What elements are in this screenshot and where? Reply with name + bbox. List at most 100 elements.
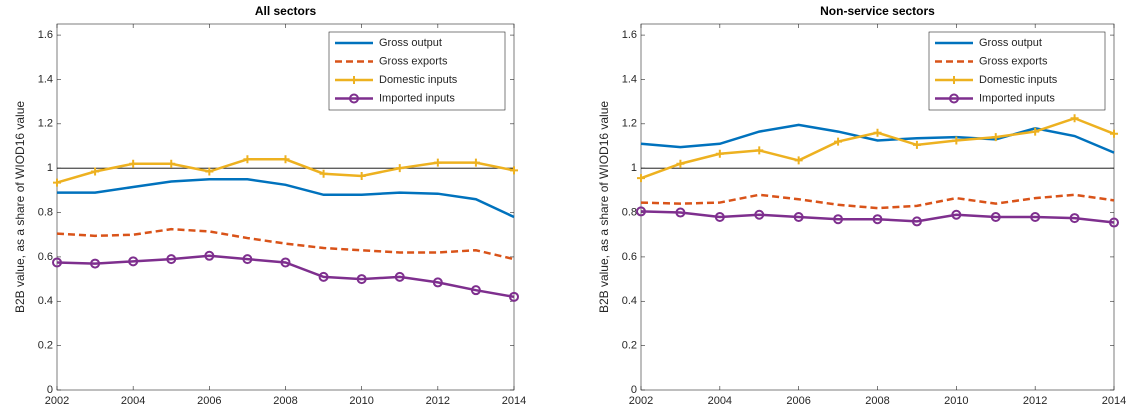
- y-tick-label: 0.6: [622, 251, 637, 263]
- point-marker: [755, 146, 764, 155]
- point-marker: [952, 136, 961, 145]
- point-marker: [510, 166, 518, 175]
- legend-label: Gross output: [379, 37, 442, 49]
- legend-label: Domestic inputs: [379, 74, 458, 86]
- legend-label: Gross exports: [979, 55, 1048, 67]
- chart-title: All sectors: [255, 4, 317, 18]
- point-marker: [432, 277, 443, 288]
- legend-label: Imported inputs: [979, 92, 1055, 104]
- series-line: [56, 254, 515, 299]
- point-marker: [280, 257, 291, 268]
- legend-label: Domestic inputs: [979, 74, 1058, 86]
- point-marker: [470, 285, 481, 296]
- y-tick-label: 1.6: [38, 29, 53, 41]
- point-marker: [991, 133, 1000, 142]
- y-tick-label: 1: [631, 162, 637, 174]
- y-tick-label: 0.4: [622, 295, 637, 307]
- y-tick-label: 0.2: [38, 340, 53, 352]
- point-marker: [715, 149, 724, 158]
- point-marker: [205, 167, 214, 176]
- y-tick-label: 0.2: [622, 340, 637, 352]
- y-axis-label: B2B value, as a share of WIOD16 value: [13, 101, 27, 313]
- point-marker: [433, 158, 442, 167]
- point-marker: [873, 128, 882, 137]
- point-marker: [636, 206, 646, 217]
- legend-marker: [349, 93, 359, 104]
- point-marker: [128, 256, 139, 267]
- y-tick-label: 0: [631, 384, 637, 396]
- x-tick-label: 2002: [45, 395, 69, 407]
- point-marker: [509, 291, 519, 302]
- series-line: [57, 178, 515, 219]
- x-tick-label: 2004: [121, 395, 145, 407]
- legend-label: Gross exports: [379, 55, 448, 67]
- legend-marker: [950, 76, 958, 84]
- y-axis-label: B2B value, as a share of WIOD16 value: [597, 101, 611, 313]
- x-tick-label: 2010: [349, 395, 373, 407]
- x-tick-label: 2002: [629, 395, 653, 407]
- y-tick-label: 0.6: [38, 251, 53, 263]
- y-tick-label: 0.8: [38, 206, 53, 218]
- point-marker: [90, 258, 101, 269]
- point-marker: [637, 174, 645, 183]
- point-marker: [319, 169, 328, 178]
- point-marker: [912, 140, 921, 149]
- point-marker: [754, 209, 765, 220]
- point-marker: [833, 214, 844, 225]
- x-tick-label: 2014: [502, 395, 526, 407]
- point-marker: [471, 158, 480, 167]
- y-tick-label: 1.2: [38, 118, 53, 130]
- y-tick-label: 0: [47, 384, 53, 396]
- point-marker: [1031, 127, 1040, 136]
- point-marker: [395, 164, 404, 173]
- point-marker: [1110, 129, 1118, 138]
- point-marker: [242, 254, 253, 265]
- point-marker: [714, 211, 725, 222]
- point-marker: [990, 211, 1001, 222]
- point-marker: [676, 159, 685, 168]
- legend-marker: [350, 76, 358, 84]
- y-tick-label: 1.2: [622, 118, 637, 130]
- y-tick-label: 1.4: [38, 73, 53, 85]
- point-marker: [52, 257, 62, 268]
- x-tick-label: 2008: [273, 395, 297, 407]
- y-tick-label: 1.4: [622, 73, 637, 85]
- chart-title: Non-service sectors: [820, 4, 935, 18]
- point-marker: [793, 211, 804, 222]
- legend-label: Gross output: [979, 37, 1042, 49]
- x-tick-label: 2006: [786, 395, 810, 407]
- point-marker: [318, 271, 329, 282]
- x-tick-label: 2008: [865, 395, 889, 407]
- x-tick-label: 2014: [1102, 395, 1126, 407]
- point-marker: [951, 209, 962, 220]
- y-tick-label: 1.6: [622, 29, 637, 41]
- point-marker: [911, 216, 922, 227]
- point-marker: [243, 155, 252, 164]
- x-tick-label: 2006: [197, 395, 221, 407]
- series-line: [640, 210, 1115, 224]
- point-marker: [1069, 213, 1080, 224]
- point-marker: [357, 171, 366, 180]
- point-marker: [167, 159, 176, 168]
- point-marker: [166, 254, 177, 265]
- point-marker: [204, 250, 215, 261]
- point-marker: [356, 274, 367, 285]
- point-marker: [394, 271, 405, 282]
- point-marker: [834, 137, 843, 146]
- point-marker: [794, 156, 803, 165]
- x-tick-label: 2012: [1023, 395, 1047, 407]
- point-marker: [872, 214, 883, 225]
- x-tick-label: 2012: [426, 395, 450, 407]
- point-marker: [675, 207, 686, 218]
- legend-marker: [949, 93, 959, 104]
- point-marker: [1030, 211, 1041, 222]
- point-marker: [53, 178, 61, 187]
- x-tick-label: 2010: [944, 395, 968, 407]
- point-marker: [281, 155, 290, 164]
- legend-label: Imported inputs: [379, 92, 455, 104]
- point-marker: [1070, 114, 1079, 123]
- y-tick-label: 1: [47, 162, 53, 174]
- y-tick-label: 0.8: [622, 206, 637, 218]
- point-marker: [91, 167, 100, 176]
